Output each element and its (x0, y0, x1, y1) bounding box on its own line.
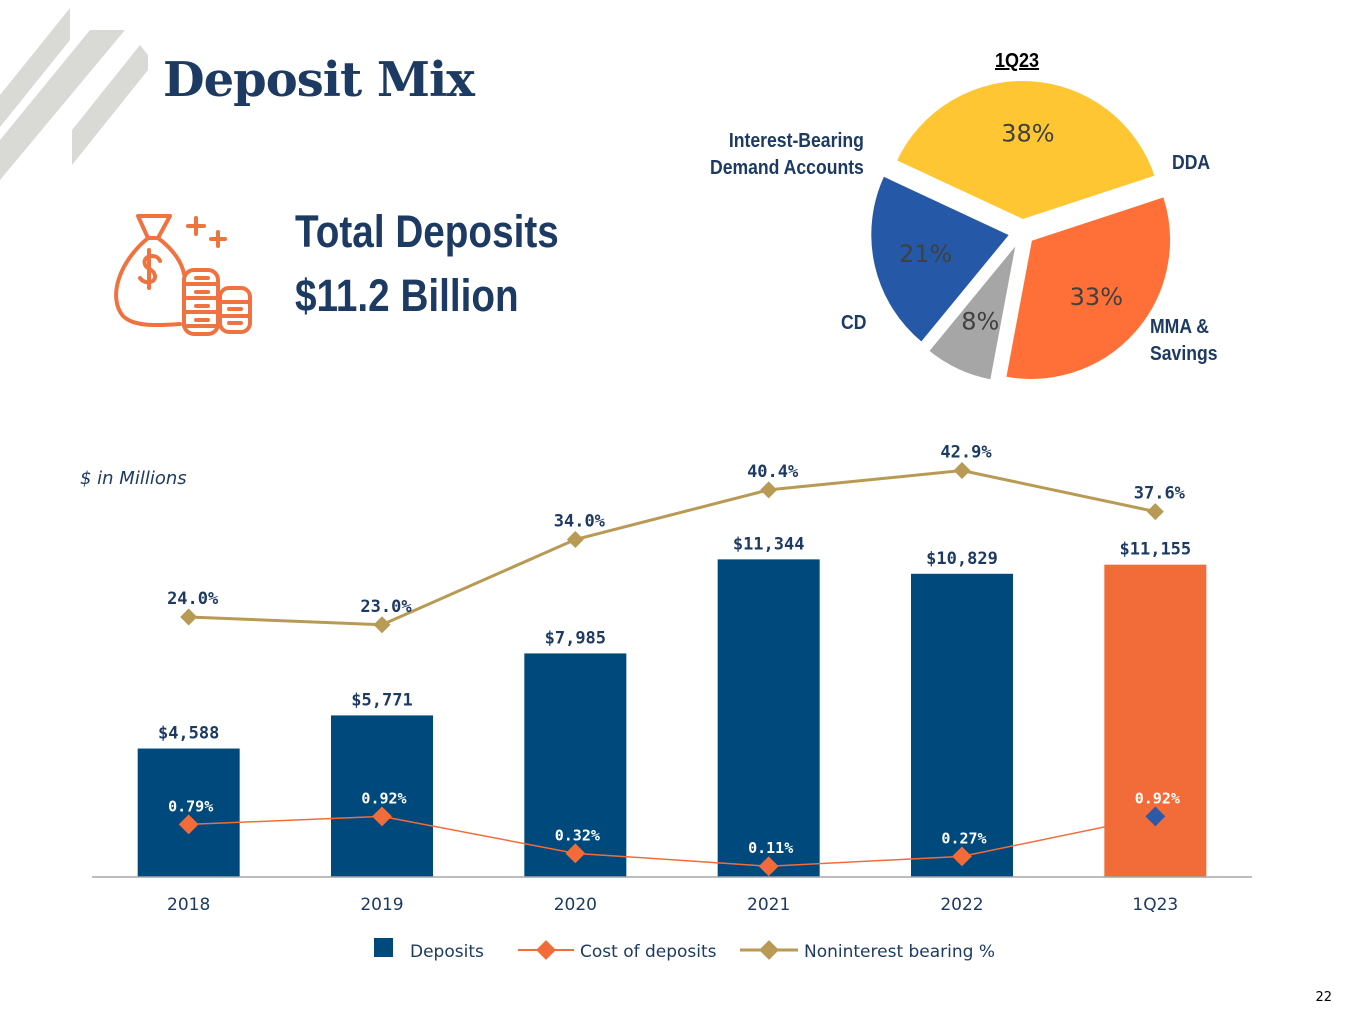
x-tick-label: 2018 (167, 895, 210, 915)
noninterest-marker (566, 531, 584, 548)
x-tick-label: 2020 (554, 895, 597, 915)
legend-noninterest-bearing: Noninterest bearing % (740, 938, 995, 966)
page-title: Deposit Mix (163, 52, 475, 108)
deposits-combo-chart: $4,588 $5,771 $7,985 $11,344 $10,829 $11,155 2… (92, 443, 1252, 915)
noninterest-label: 37.6% (1134, 484, 1186, 504)
pie-title: 1Q23 (995, 50, 1040, 72)
noninterest-label: 40.4% (747, 462, 799, 482)
cost-label: 0.11% (748, 839, 793, 857)
cost-label: 0.92% (1135, 789, 1180, 807)
pie-label-cd: CD (841, 312, 867, 334)
cost-marker (952, 846, 972, 867)
noninterest-marker (373, 616, 391, 634)
cost-marker (758, 856, 779, 877)
pie-label-dda: DDA (1172, 152, 1211, 174)
cost-marker (372, 806, 392, 827)
legend-deposits-swatch (374, 938, 393, 957)
deposit-bar (331, 715, 433, 877)
pie-label-interest-bearing: Interest-Bearing Demand Accounts (710, 130, 864, 179)
noninterest-marker (1146, 503, 1164, 521)
total-deposits-label: Total Deposits (295, 206, 559, 257)
pie-label-mma-savings: MMA & Savings (1150, 316, 1218, 365)
legend-cost-of-deposits: Cost of deposits (518, 938, 717, 966)
deposit-bar (911, 573, 1013, 877)
x-tick-label: 2021 (747, 895, 790, 915)
chart-legend: Deposits Cost of deposits Noninterest be… (0, 938, 1365, 966)
cost-label: 0.79% (168, 797, 213, 815)
noninterest-label: 34.0% (554, 512, 606, 532)
noninterest-label: 42.9% (940, 443, 992, 463)
deposit-value-label: $11,344 (733, 534, 805, 554)
noninterest-marker (760, 481, 778, 499)
units-note: $ in Millions (80, 468, 187, 489)
cost-label: 0.92% (361, 789, 406, 807)
deposit-value-label: $11,155 (1120, 540, 1192, 560)
x-tick-label: 1Q23 (1132, 895, 1178, 915)
cost-marker (565, 843, 586, 864)
deposit-value-label: $5,771 (351, 690, 412, 710)
deposit-value-label: $10,829 (926, 549, 998, 569)
decorative-stripes (0, 8, 148, 180)
cost-label: 0.32% (555, 826, 600, 844)
cost-marker (1145, 806, 1166, 827)
deposit-bar (524, 653, 627, 877)
money-bag-icon (114, 214, 252, 336)
legend-nonint-swatch (740, 940, 798, 960)
cost-label: 0.27% (941, 829, 986, 847)
x-tick-label: 2019 (360, 895, 403, 915)
page-number: 22 (1315, 990, 1332, 1005)
noninterest-label: 24.0% (167, 589, 219, 609)
total-deposits-value: $11.2 Billion (295, 270, 519, 321)
deposit-bar (1104, 564, 1207, 877)
deposit-bar (137, 748, 240, 877)
noninterest-line (188, 469, 1156, 627)
noninterest-label: 23.0% (360, 597, 412, 617)
deposit-value-label: $7,985 (545, 628, 606, 648)
cost-line (188, 815, 1156, 867)
deposit-bar (717, 559, 820, 877)
legend-deposits: Deposits (374, 938, 484, 966)
x-tick-label: 2022 (940, 895, 983, 915)
legend-cost-swatch (518, 940, 574, 960)
noninterest-marker (180, 608, 198, 626)
noninterest-marker (953, 462, 971, 480)
deposit-value-label: $4,588 (158, 724, 219, 744)
